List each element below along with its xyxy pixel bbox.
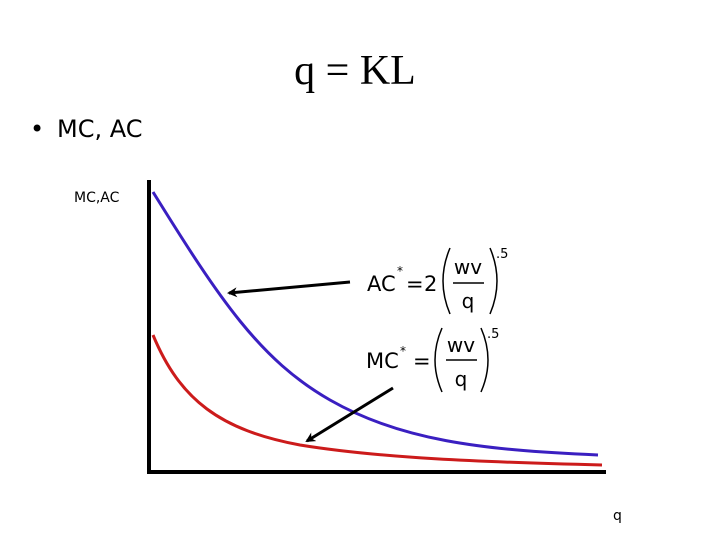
formula-eq: = (406, 272, 424, 296)
paren (442, 247, 451, 315)
mc-curve (151, 334, 603, 467)
formula-eq: = (413, 349, 431, 373)
formula-denominator: q (462, 289, 475, 313)
ac-curve (151, 191, 599, 457)
formula-star: * (397, 264, 403, 278)
mc-arrow (305, 386, 394, 443)
ac-arrow (227, 280, 351, 298)
formula-numerator: wv (447, 333, 475, 357)
formula-denominator: q (455, 367, 468, 391)
slide-title: q = KL (294, 48, 416, 94)
formula-lhs: MC (366, 349, 399, 373)
bullet-dot: • (30, 115, 44, 143)
bullet-text: MC, AC (57, 115, 142, 143)
x-axis-label: q (613, 508, 622, 524)
formula-exponent: .5 (496, 247, 508, 262)
y-axis-label: MC,AC (74, 190, 120, 206)
formula-numerator: wv (454, 255, 482, 279)
paren (434, 327, 443, 393)
paren (489, 247, 498, 315)
formula-coef: 2 (424, 272, 437, 296)
paren (480, 327, 489, 393)
formula-lhs: AC (367, 272, 396, 296)
formula-exponent: .5 (487, 327, 499, 342)
formula-star: * (400, 344, 406, 358)
